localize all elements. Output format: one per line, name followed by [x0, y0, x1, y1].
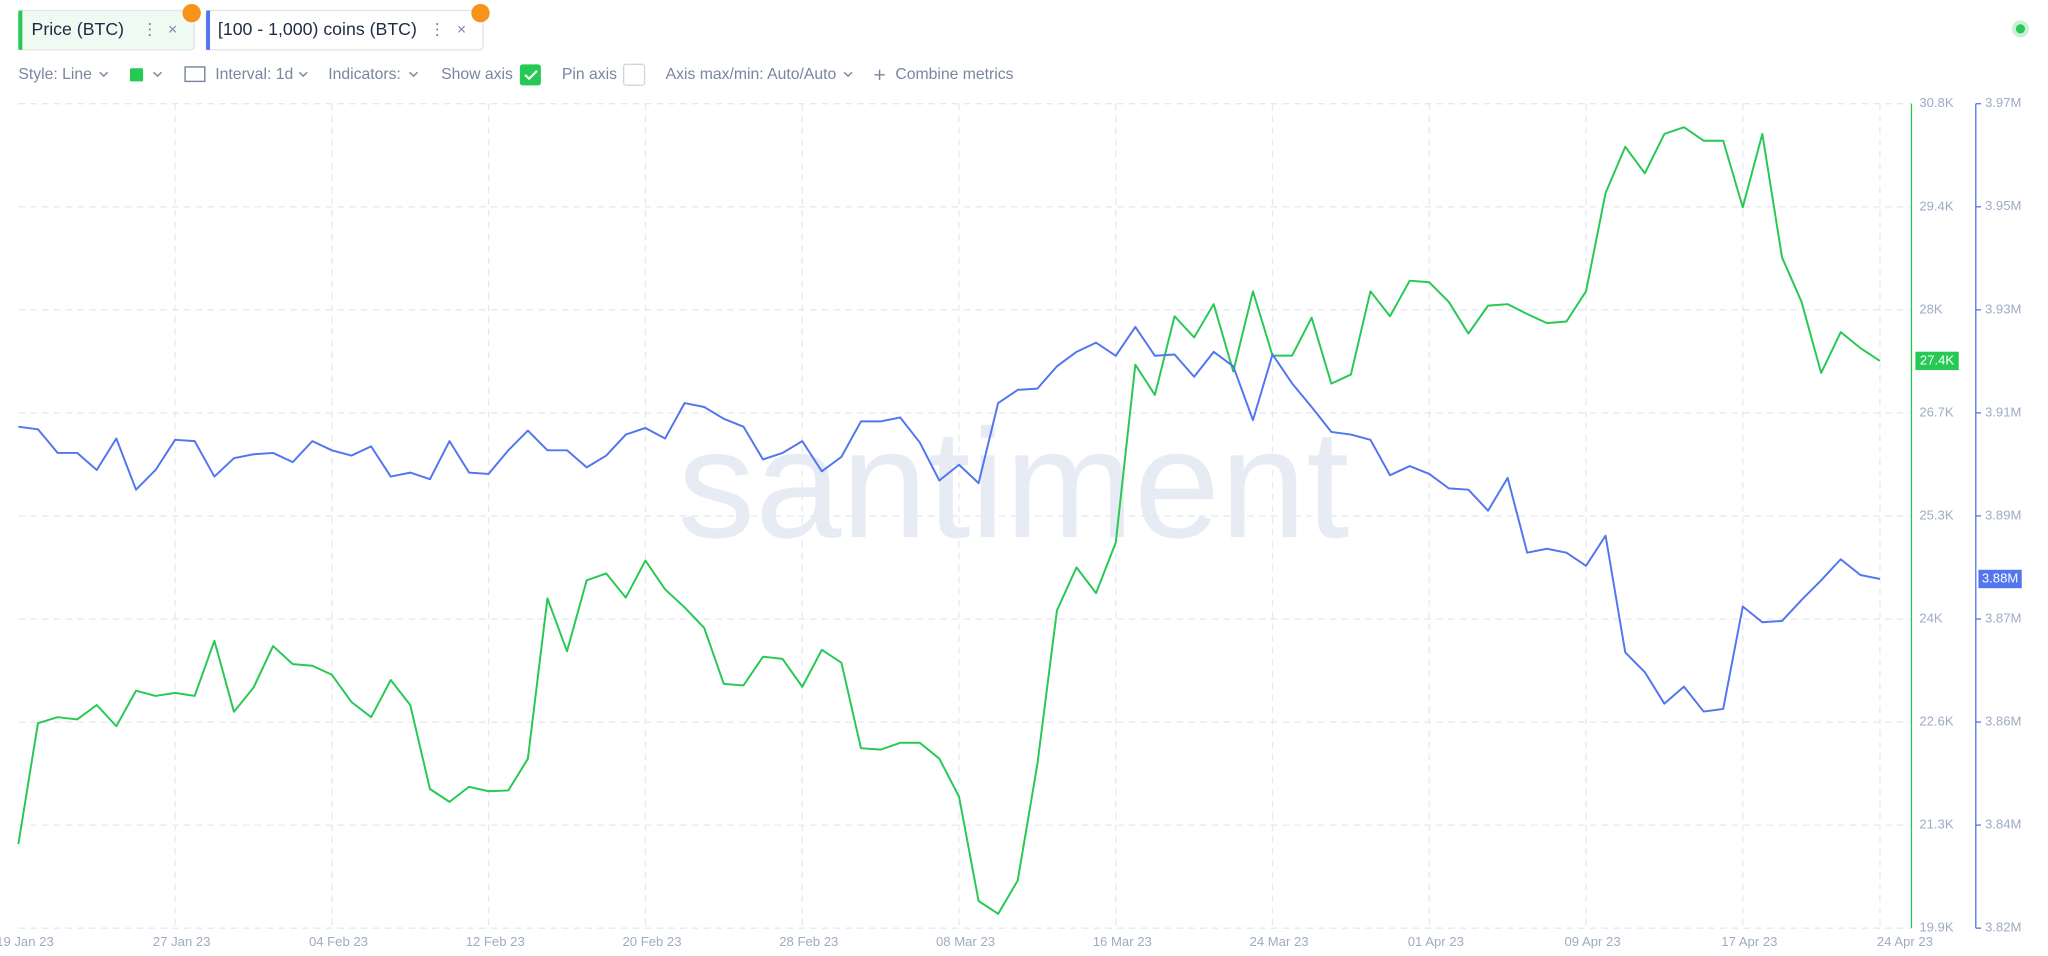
pin-axis-checkbox[interactable] — [622, 63, 646, 86]
x-tick-label: 08 Mar 23 — [936, 934, 995, 949]
btc-icon — [471, 3, 490, 23]
y2-tick-label: 3.87M — [1985, 610, 2021, 625]
x-tick-label: 19 Jan 23 — [0, 934, 54, 949]
chevron — [843, 71, 853, 78]
tab-price[interactable]: Price (BTC) ⋮ × — [17, 3, 201, 51]
btc-icon — [182, 3, 201, 23]
y2-tick-label: 3.86M — [1985, 714, 2021, 729]
y-tick-label: 19.9K — [1919, 920, 1954, 935]
show-axis-checkbox[interactable] — [519, 64, 541, 86]
x-tick-label: 12 Feb 23 — [466, 934, 525, 949]
y2-tick-label: 3.95M — [1985, 198, 2021, 213]
plus-icon — [874, 69, 885, 81]
close-icon[interactable]: × — [168, 21, 177, 38]
close-icon[interactable]: × — [457, 21, 466, 38]
show-axis-label: Show axis — [441, 66, 513, 83]
y2-tick-label: 3.89M — [1985, 507, 2021, 522]
y-tick-label: 26.7K — [1919, 404, 1954, 419]
x-tick-label: 17 Apr 23 — [1721, 934, 1777, 949]
y-tick-label: 25.3K — [1919, 507, 1954, 522]
y-tick-label: 24K — [1919, 611, 1943, 626]
tab-color — [206, 10, 211, 50]
watermark: santiment — [678, 397, 1350, 570]
axis-range-select[interactable]: Axis max/min: Auto/Auto — [666, 66, 837, 83]
last-value-label: 27.4K — [1920, 352, 1955, 367]
last-value-label: 3.88M — [1982, 570, 2018, 585]
y2-tick-label: 3.91M — [1985, 404, 2021, 419]
x-tick-label: 09 Apr 23 — [1565, 934, 1621, 949]
x-tick-label: 20 Feb 23 — [622, 934, 681, 949]
series-line — [17, 126, 1881, 915]
style-select[interactable]: Style: Line — [18, 66, 92, 83]
y2-tick-label: 3.97M — [1985, 95, 2021, 110]
pin-axis-label: Pin axis — [562, 66, 617, 83]
tab-label: Price (BTC) — [32, 19, 125, 39]
x-tick-label: 01 Apr 23 — [1408, 934, 1464, 949]
chevron — [99, 71, 109, 78]
tab-holders[interactable]: [100 - 1,000) coins (BTC) ⋮ × — [205, 3, 490, 51]
x-tick-label: 24 Apr 23 — [1877, 934, 1933, 949]
y2-tick-label: 3.82M — [1985, 920, 2021, 935]
last-value-badge — [1915, 351, 1959, 371]
chevron — [298, 71, 308, 78]
tab-color — [18, 10, 23, 50]
x-tick-label: 24 Mar 23 — [1250, 934, 1309, 949]
x-tick-label: 27 Jan 23 — [153, 934, 211, 949]
chevron — [153, 71, 162, 78]
last-value-badge — [1978, 569, 2022, 589]
interval-select[interactable]: Interval: 1d — [215, 66, 293, 83]
y-tick-label: 30.8K — [1919, 95, 1954, 110]
menu-icon[interactable]: ⋮ — [142, 21, 158, 38]
series-line — [18, 325, 1881, 713]
indicators-select[interactable]: Indicators: — [328, 66, 401, 83]
y2-tick-label: 3.93M — [1985, 301, 2021, 316]
check — [524, 70, 538, 81]
y-tick-label: 28K — [1919, 301, 1943, 316]
chart: 19 Jan 23 27 Jan 23 04 Feb 23 12 Feb 23 20 F… — [0, 95, 2022, 949]
interval-icon — [184, 66, 206, 83]
x-tick-label: 04 Feb 23 — [309, 934, 368, 949]
y-tick-label: 21.3K — [1919, 817, 1954, 832]
tab-label: [100 - 1,000) coins (BTC) — [218, 19, 417, 39]
status-dot — [2011, 20, 2029, 38]
y-tick-label: 29.4K — [1919, 198, 1954, 213]
x-tick-label: 16 Mar 23 — [1093, 934, 1152, 949]
color-picker[interactable] — [129, 68, 144, 82]
toolbar: Style: Line Interval: 1d Indicators: Sho… — [18, 63, 1014, 86]
menu-icon[interactable]: ⋮ — [429, 21, 445, 38]
x-tick-label: 28 Feb 23 — [779, 934, 838, 949]
y-tick-label: 22.6K — [1919, 714, 1954, 729]
chevron — [409, 71, 418, 78]
combine-button[interactable]: Combine metrics — [895, 66, 1013, 83]
y2-tick-label: 3.84M — [1985, 817, 2021, 832]
